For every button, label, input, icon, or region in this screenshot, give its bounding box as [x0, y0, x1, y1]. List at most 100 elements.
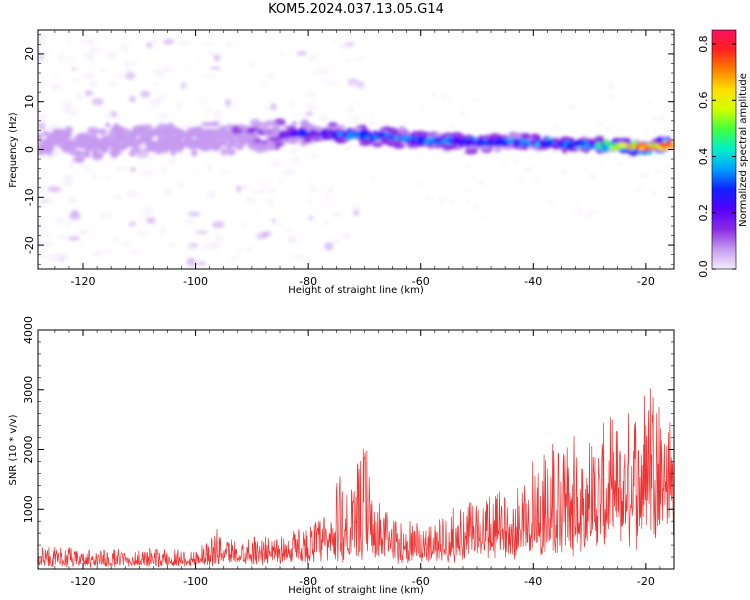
heatmap-noise-blob [249, 61, 257, 68]
heatmap-noise-blob [127, 189, 140, 199]
snr-y-label: SNR (10 * v/v) [8, 414, 19, 485]
heatmap-noise-blob [176, 182, 186, 188]
heatmap-noise-blob [163, 38, 175, 45]
heatmap-noise-blob [182, 83, 190, 89]
heatmap-noise-blob [558, 170, 565, 175]
heatmap-noise-blob [513, 159, 519, 165]
spectrogram-x-tick-label: -120 [71, 275, 96, 288]
heatmap-noise-blob [468, 176, 476, 179]
heatmap-ridge-blob [207, 135, 217, 141]
heatmap-ridge-blob [422, 131, 429, 137]
heatmap-noise-blob [270, 160, 281, 168]
heatmap-noise-blob [311, 70, 320, 75]
heatmap-noise-blob [206, 163, 213, 173]
heatmap-noise-blob [264, 104, 269, 111]
heatmap-noise-blob [39, 230, 52, 236]
heatmap-core-blob [378, 131, 386, 137]
heatmap-noise-blob [316, 67, 330, 75]
heatmap-noise-blob [449, 124, 454, 130]
heatmap-ridge-blob [51, 149, 60, 156]
heatmap-core-blob [347, 135, 357, 139]
heatmap-noise-blob [61, 176, 75, 183]
heatmap-noise-blob [339, 155, 345, 159]
heatmap-noise-blob [332, 211, 343, 218]
heatmap-noise-blob [237, 247, 242, 256]
heatmap-ridge-blob [247, 141, 258, 150]
heatmap-core-blob [512, 140, 520, 146]
heatmap-ridge-blob [87, 127, 99, 135]
heatmap-ridge-blob [150, 131, 164, 136]
heatmap-noise-blob [349, 205, 362, 211]
heatmap-ridge-blob [162, 127, 176, 136]
heatmap-noise-blob [248, 149, 256, 156]
page-title: KOM5.2024.037.13.05.G14 [268, 2, 444, 17]
heatmap-noise-blob [306, 103, 318, 112]
heatmap-ridge-blob [264, 119, 276, 127]
spectrogram-x-tick-label: -20 [637, 275, 655, 288]
heatmap-noise-blob [146, 217, 156, 225]
heatmap-noise-blob [448, 98, 453, 103]
heatmap-ridge-blob [74, 154, 86, 164]
heatmap-noise-blob [552, 125, 559, 130]
heatmap-noise-blob [153, 82, 161, 87]
heatmap-noise-blob [590, 209, 599, 214]
heatmap-noise-blob [259, 187, 268, 194]
heatmap-ridge-blob [57, 143, 66, 149]
heatmap-noise-blob [349, 141, 354, 146]
heatmap-noise-blob [154, 70, 166, 79]
heatmap-ridge-blob [113, 132, 125, 142]
heatmap-core-blob [392, 135, 400, 141]
heatmap-noise-blob [261, 80, 267, 87]
heatmap-noise-blob [205, 189, 217, 199]
heatmap-core-blob [623, 142, 629, 147]
spectrogram-x-tick-label: -80 [299, 275, 317, 288]
heatmap-noise-blob [329, 183, 334, 193]
heatmap-noise-blob [186, 258, 196, 267]
heatmap-noise-blob [482, 214, 490, 218]
heatmap-core-blob [458, 142, 464, 148]
heatmap-noise-blob [40, 247, 45, 251]
heatmap-noise-blob [119, 43, 131, 52]
heatmap-core-blob [529, 139, 538, 144]
heatmap-noise-blob [81, 37, 95, 47]
heatmap-noise-blob [640, 172, 650, 179]
heatmap-ridge-blob [274, 141, 284, 147]
heatmap-core-blob [485, 140, 493, 147]
heatmap-core-blob [347, 131, 355, 136]
heatmap-noise-blob [231, 255, 238, 262]
heatmap-ridge-blob [411, 130, 421, 136]
spectrogram-y-tick-label: 0 [23, 146, 36, 153]
heatmap-noise-blob [64, 56, 77, 61]
heatmap-noise-blob [90, 173, 100, 180]
heatmap-ridge-blob [234, 133, 240, 138]
heatmap-noise-blob [211, 220, 225, 229]
heatmap-noise-blob [46, 239, 53, 248]
heatmap-noise-blob [441, 93, 450, 99]
heatmap-ridge-blob [176, 147, 183, 153]
heatmap-noise-blob [229, 100, 238, 106]
heatmap-core-blob [440, 138, 446, 144]
heatmap-ridge-blob [82, 137, 93, 143]
colorbar-gradient [712, 30, 736, 269]
heatmap-ridge-blob [232, 126, 240, 135]
heatmap-noise-blob [147, 154, 156, 162]
heatmap-ridge-blob [98, 141, 109, 149]
heatmap-noise-blob [353, 120, 361, 126]
heatmap-noise-blob [633, 188, 643, 193]
heatmap-core-blob [373, 132, 379, 136]
snr-y-tick-label: 3000 [22, 376, 35, 404]
heatmap-noise-blob [209, 66, 221, 70]
spectrogram-blobs [38, 32, 674, 267]
heatmap-noise-blob [139, 90, 151, 98]
heatmap-ridge-blob [140, 136, 146, 145]
heatmap-core-blob [475, 143, 485, 146]
heatmap-ridge-blob [97, 128, 108, 135]
heatmap-core-blob [590, 143, 595, 147]
spectrogram-x-tick-label: -60 [412, 275, 430, 288]
heatmap-noise-blob [69, 109, 78, 118]
heatmap-noise-blob [291, 156, 302, 164]
heatmap-noise-blob [287, 235, 299, 244]
heatmap-noise-blob [177, 40, 190, 46]
heatmap-core-blob [284, 130, 291, 135]
